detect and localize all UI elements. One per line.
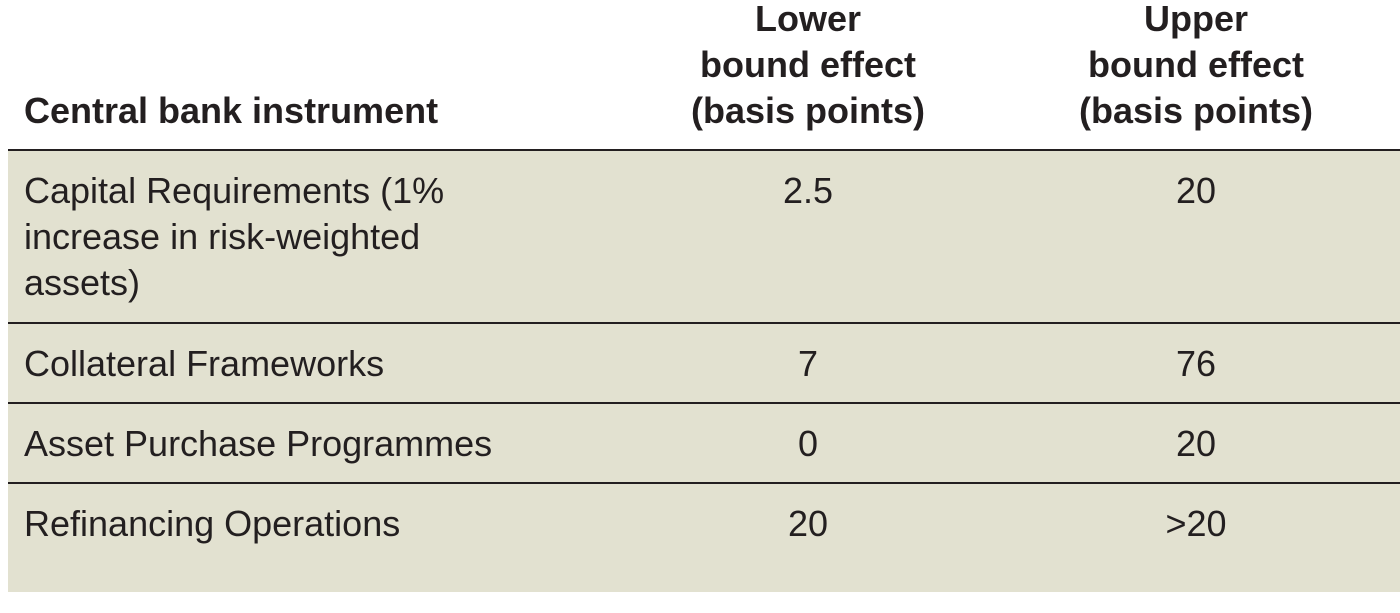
- table-row: Asset Purchase Programmes 0 20: [8, 404, 1400, 484]
- row-lower-bound: 7: [797, 343, 819, 384]
- row-divider: [8, 482, 1400, 484]
- header-lower-bound: Lower bound effect (basis points): [690, 0, 926, 131]
- row-lower-bound: 0: [797, 423, 819, 464]
- row-upper-bound: 20: [1175, 423, 1217, 464]
- row-instrument: Asset Purchase Programmes: [24, 423, 493, 464]
- row-instrument: Refinancing Operations: [24, 503, 401, 544]
- table-row: Capital Requirements (1% increase in ris…: [8, 150, 1400, 324]
- header-rule: [8, 149, 1400, 151]
- table-header: Central bank instrument Lower bound effe…: [0, 0, 1400, 150]
- row-upper-bound: 20: [1175, 170, 1217, 211]
- row-upper-bound: 76: [1175, 343, 1217, 384]
- header-upper-bound: Upper bound effect (basis points): [1078, 0, 1314, 131]
- row-divider: [8, 322, 1400, 324]
- row-instrument: Capital Requirements (1% increase in ris…: [24, 170, 445, 303]
- row-instrument: Collateral Frameworks: [24, 343, 385, 384]
- table-row: Collateral Frameworks 7 76: [8, 324, 1400, 404]
- table-body: [8, 150, 1400, 592]
- row-lower-bound: 20: [787, 503, 829, 544]
- row-divider: [8, 402, 1400, 404]
- row-lower-bound: 2.5: [782, 170, 834, 211]
- table-row: Refinancing Operations 20 >20: [8, 484, 1400, 592]
- row-upper-bound: >20: [1165, 503, 1227, 544]
- header-instrument: Central bank instrument: [24, 90, 439, 131]
